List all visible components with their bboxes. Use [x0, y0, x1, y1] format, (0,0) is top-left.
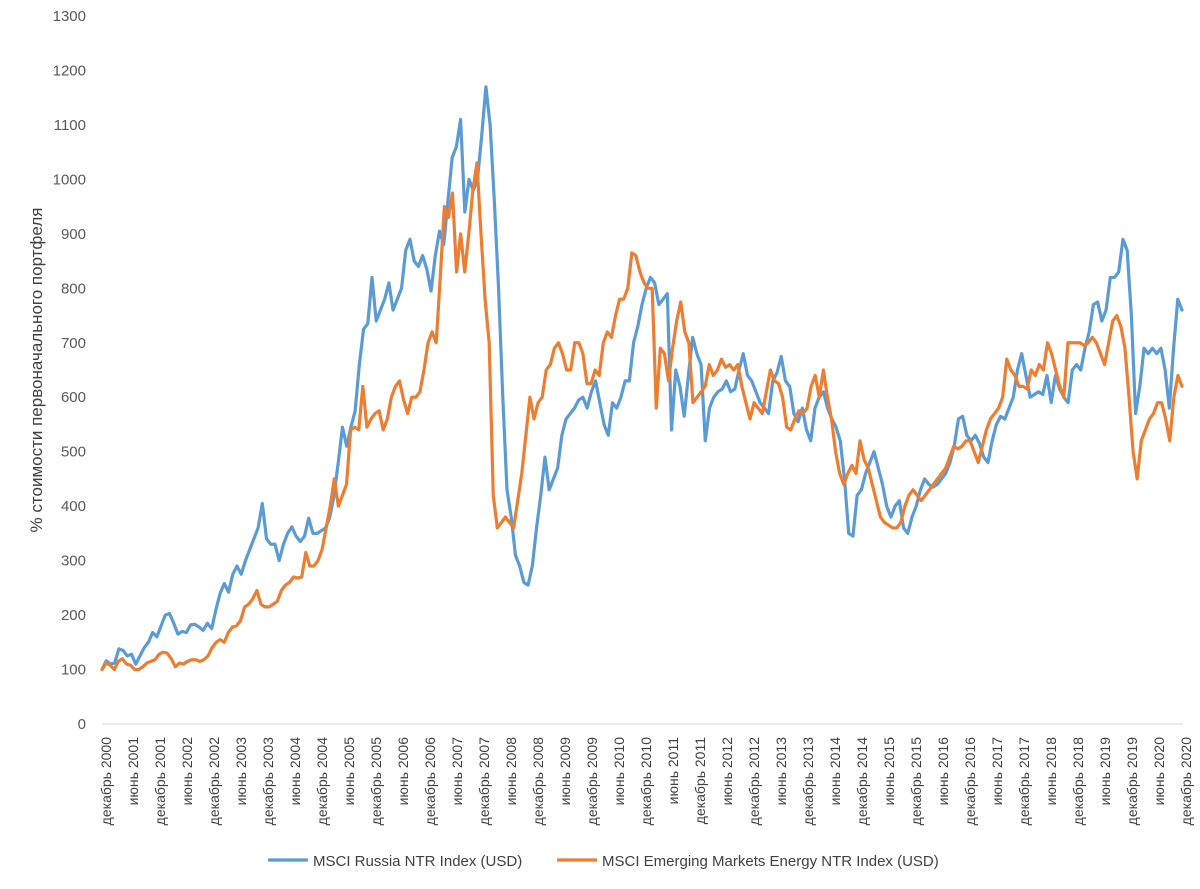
- x-tick-label: декабрь 2013: [800, 737, 816, 826]
- series-line-msci-em-energy: [100, 161, 1184, 672]
- x-tick-label: декабрь 2005: [368, 737, 384, 826]
- y-tick-label: 0: [78, 716, 86, 733]
- x-tick-label: июнь 2005: [341, 737, 357, 806]
- x-tick-label: декабрь 2000: [98, 737, 114, 826]
- x-tick-label: июнь 2014: [827, 737, 843, 806]
- x-tick-label: декабрь 2012: [746, 737, 762, 826]
- x-axis-ticks: декабрь 2000 июнь 2001 декабрь 2001 июнь 20…: [98, 737, 1194, 826]
- x-tick-label: июнь 2003: [233, 737, 249, 806]
- x-tick-label: июнь 2018: [1043, 737, 1059, 806]
- x-tick-label: июнь 2008: [503, 737, 519, 806]
- y-tick-label: 1000: [53, 171, 86, 188]
- x-tick-label: декабрь 2019: [1124, 737, 1140, 826]
- x-tick-label: декабрь 2009: [584, 737, 600, 826]
- series-line-msci-russia: [100, 85, 1184, 672]
- x-tick-label: декабрь 2016: [962, 737, 978, 826]
- x-tick-label: июнь 2012: [719, 737, 735, 806]
- x-tick-label: декабрь 2010: [638, 737, 654, 826]
- y-tick-label: 900: [61, 226, 86, 243]
- x-tick-label: июнь 2009: [557, 737, 573, 806]
- y-tick-label: 800: [61, 280, 86, 297]
- y-tick-label: 700: [61, 335, 86, 352]
- y-tick-label: 100: [61, 662, 86, 679]
- x-tick-label: декабрь 2006: [422, 737, 438, 826]
- x-tick-label: июнь 2002: [179, 737, 195, 806]
- x-tick-label: декабрь 2002: [206, 737, 222, 826]
- series-lines: [100, 85, 1184, 672]
- x-tick-label: декабрь 2007: [476, 737, 492, 826]
- x-tick-label: июнь 2015: [881, 737, 897, 806]
- y-tick-label: 1300: [53, 8, 86, 25]
- x-tick-label: июнь 2006: [395, 737, 411, 806]
- y-tick-label: 400: [61, 498, 86, 515]
- legend-label: MSCI Russia NTR Index (USD): [313, 853, 522, 870]
- x-tick-label: июнь 2016: [935, 737, 951, 806]
- legend-label: MSCI Emerging Markets Energy NTR Index (…: [602, 853, 939, 870]
- x-tick-label: декабрь 2011: [692, 737, 708, 824]
- x-tick-label: декабрь 2020: [1178, 737, 1194, 826]
- x-tick-label: июнь 2011: [665, 737, 681, 805]
- x-tick-label: июнь 2019: [1097, 737, 1113, 806]
- x-tick-label: декабрь 2004: [314, 737, 330, 826]
- x-tick-label: декабрь 2014: [854, 737, 870, 826]
- x-tick-label: декабрь 2018: [1070, 737, 1086, 826]
- y-tick-label: 500: [61, 444, 86, 461]
- x-tick-label: июнь 2020: [1151, 737, 1167, 806]
- y-tick-label: 300: [61, 553, 86, 570]
- y-axis-title: % стоимости первоначального портфеля: [27, 208, 46, 533]
- y-tick-label: 600: [61, 389, 86, 406]
- x-tick-label: декабрь 2008: [530, 737, 546, 826]
- x-tick-label: июнь 2013: [773, 737, 789, 806]
- x-tick-label: июнь 2007: [449, 737, 465, 806]
- x-tick-label: декабрь 2015: [908, 737, 924, 826]
- x-tick-label: июнь 2010: [611, 737, 627, 806]
- y-tick-label: 1200: [53, 62, 86, 79]
- x-tick-label: июнь 2001: [125, 737, 141, 806]
- x-tick-label: июнь 2004: [287, 737, 303, 806]
- y-tick-label: 200: [61, 607, 86, 624]
- x-tick-label: декабрь 2017: [1016, 737, 1032, 826]
- y-axis-ticks: 0 100 200 300 400 500 600 700 800 900 1000 1100 1200…: [53, 8, 86, 733]
- legend: MSCI Russia NTR Index (USD) MSCI Emerging…: [268, 853, 939, 870]
- x-tick-label: декабрь 2001: [152, 737, 168, 826]
- y-tick-label: 1100: [54, 117, 86, 134]
- x-tick-label: июнь 2017: [989, 737, 1005, 806]
- x-tick-label: декабрь 2003: [260, 737, 276, 826]
